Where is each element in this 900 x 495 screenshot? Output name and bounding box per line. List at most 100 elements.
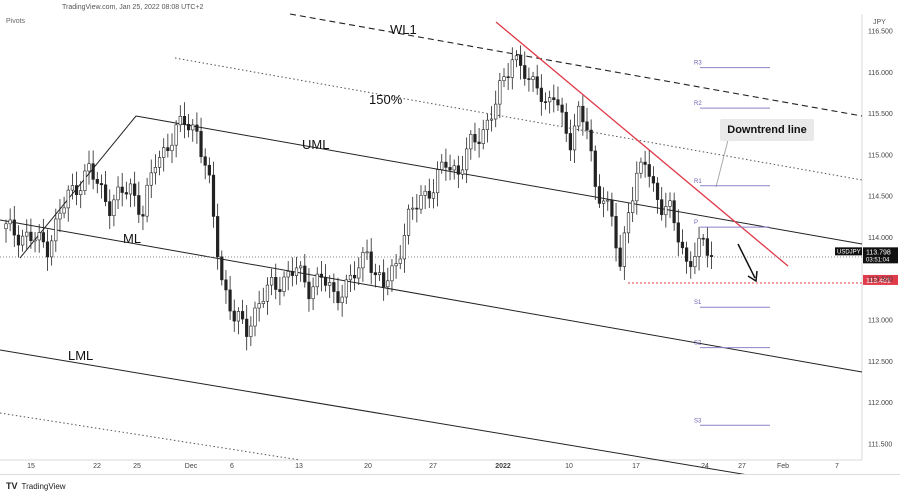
pivot-label-r2: R2 bbox=[694, 101, 702, 107]
candle-body bbox=[20, 235, 25, 246]
downtrend-line bbox=[495, 21, 789, 267]
candle-body bbox=[145, 184, 149, 217]
x-tick-label: 13 bbox=[295, 463, 303, 470]
candle-body bbox=[240, 311, 245, 320]
support-price-tag bbox=[863, 274, 898, 285]
lml-label: LML bbox=[68, 348, 93, 363]
candle-body bbox=[643, 161, 647, 165]
candle-body bbox=[203, 156, 207, 166]
candle-body bbox=[37, 232, 41, 241]
candle-body bbox=[527, 78, 531, 80]
candle-body bbox=[419, 195, 423, 210]
candle-body bbox=[481, 129, 485, 144]
candle-body bbox=[427, 190, 431, 199]
candle-body bbox=[133, 183, 137, 196]
candle-body bbox=[87, 163, 91, 172]
candle-body bbox=[228, 289, 232, 312]
candle-body bbox=[299, 265, 303, 269]
candle-body bbox=[336, 291, 340, 304]
candle-body bbox=[294, 267, 299, 276]
candle-body bbox=[523, 65, 527, 79]
y-tick-label: 116.000 bbox=[868, 70, 893, 77]
candle-body bbox=[319, 273, 324, 278]
x-tick-label: 7 bbox=[835, 463, 839, 470]
candle-body bbox=[386, 280, 390, 288]
candle-body bbox=[220, 256, 224, 281]
candle-body bbox=[95, 179, 99, 184]
candle-body bbox=[303, 265, 307, 283]
150-percent-label: 150% bbox=[369, 92, 403, 107]
candle-body bbox=[282, 276, 286, 292]
candle-body bbox=[431, 192, 436, 199]
candle-body bbox=[597, 186, 602, 204]
candle-body bbox=[369, 251, 373, 273]
x-tick-label: 10 bbox=[565, 463, 573, 470]
candle-body bbox=[655, 182, 660, 200]
candle-body bbox=[211, 174, 216, 217]
x-tick-label: Feb bbox=[777, 463, 789, 470]
candle-body bbox=[245, 318, 249, 337]
candle-body bbox=[473, 134, 477, 143]
candle-body bbox=[207, 164, 211, 176]
y-tick-label: 113.000 bbox=[868, 318, 893, 325]
candle-body bbox=[618, 247, 622, 267]
tradingview-brand[interactable]: TV TradingView bbox=[6, 481, 66, 491]
x-tick-label: Dec bbox=[185, 463, 198, 470]
y-tick-label: 114.500 bbox=[868, 194, 893, 201]
candle-body bbox=[506, 76, 510, 79]
candle-body bbox=[340, 296, 344, 304]
y-tick-label: 112.000 bbox=[868, 400, 893, 407]
candle-body bbox=[444, 161, 448, 168]
candle-body bbox=[415, 207, 419, 210]
countdown-value: 03:51:04 bbox=[866, 257, 890, 263]
candle-body bbox=[435, 169, 440, 194]
candle-body bbox=[494, 103, 498, 120]
candle-body bbox=[568, 133, 572, 151]
candle-body bbox=[25, 231, 29, 237]
candle-body bbox=[701, 237, 705, 240]
candle-body bbox=[548, 97, 552, 103]
candle-body bbox=[664, 206, 668, 216]
candle-body bbox=[676, 222, 680, 243]
candle-body bbox=[423, 190, 427, 196]
indicator-label[interactable]: Pivots bbox=[6, 18, 26, 25]
y-tick-label: 113.500 bbox=[868, 276, 893, 283]
candle-body bbox=[411, 207, 415, 210]
candle-body bbox=[452, 165, 456, 171]
candle-body bbox=[332, 282, 336, 292]
candle-body bbox=[290, 271, 294, 276]
candle-body bbox=[398, 258, 402, 264]
footer-bar: TV TradingView bbox=[0, 474, 900, 495]
symbol-tag bbox=[835, 247, 862, 256]
candle-body bbox=[377, 272, 382, 276]
support-price-value: 113.481 bbox=[866, 278, 891, 285]
candle-body bbox=[261, 300, 265, 304]
lml-line bbox=[0, 349, 863, 494]
x-tick-label: 6 bbox=[230, 463, 234, 470]
candle-body bbox=[253, 307, 257, 327]
x-tick-label: 25 bbox=[133, 463, 141, 470]
candle-body bbox=[589, 129, 593, 152]
candle-body bbox=[4, 223, 8, 230]
candle-body bbox=[41, 232, 45, 243]
candle-body bbox=[74, 185, 79, 195]
uml-line bbox=[135, 115, 863, 245]
candle-body bbox=[124, 192, 128, 195]
candle-body bbox=[58, 212, 62, 220]
x-tick-label: 24 bbox=[701, 463, 709, 470]
candle-body bbox=[8, 219, 12, 225]
candle-body bbox=[635, 172, 639, 202]
x-tick-label: 27 bbox=[429, 463, 437, 470]
symbol-tag-text: USDJPY bbox=[837, 249, 861, 255]
y-tick-label: 115.000 bbox=[868, 152, 893, 159]
candle-body bbox=[543, 101, 548, 103]
candle-body bbox=[249, 325, 253, 337]
candle-body bbox=[535, 76, 539, 89]
candle-body bbox=[269, 276, 274, 286]
x-tick-label: 20 bbox=[364, 463, 372, 470]
candle-body bbox=[572, 125, 577, 151]
candle-body bbox=[406, 208, 411, 236]
candle-body bbox=[232, 310, 236, 322]
candle-body bbox=[178, 116, 182, 126]
